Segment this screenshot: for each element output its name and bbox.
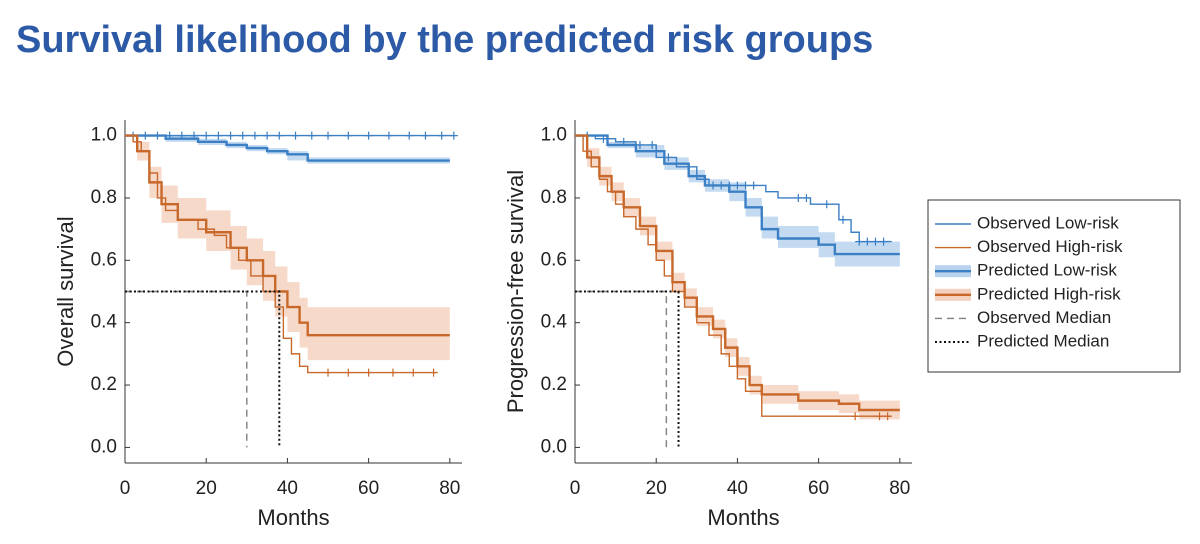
censor-mark <box>421 131 430 140</box>
censor-mark <box>364 131 373 140</box>
y-tick-label: 0.6 <box>91 249 117 270</box>
legend-label: Predicted High-risk <box>977 284 1121 303</box>
y-tick-label: 0.8 <box>91 187 117 208</box>
x-tick-label: 80 <box>439 478 460 499</box>
censor-mark <box>863 237 872 246</box>
censor-mark <box>838 215 847 224</box>
censor-mark <box>324 368 333 377</box>
y-tick-label: 0.0 <box>91 436 117 457</box>
x-axis-label: Months <box>707 505 779 530</box>
confidence-band <box>575 135 900 267</box>
y-tick-label: 0.8 <box>541 187 567 208</box>
censor-mark <box>344 368 353 377</box>
censor-mark <box>263 131 272 140</box>
y-tick-label: 0.2 <box>541 374 567 395</box>
censor-mark <box>307 131 316 140</box>
confidence-band <box>125 135 450 361</box>
censor-mark <box>409 368 418 377</box>
x-tick-label: 60 <box>808 478 829 499</box>
x-tick-label: 40 <box>727 478 748 499</box>
censor-mark <box>733 181 742 190</box>
censor-mark <box>855 237 864 246</box>
legend-label: Observed High-risk <box>977 237 1123 256</box>
y-axis-label: Overall survival <box>53 216 78 366</box>
legend-label: Predicted Median <box>977 331 1109 350</box>
censor-mark <box>802 193 811 202</box>
censor-mark <box>875 412 884 421</box>
legend-box <box>927 199 1181 373</box>
censor-mark <box>324 131 333 140</box>
censor-mark <box>344 131 353 140</box>
censor-mark <box>664 153 673 162</box>
legend-label: Predicted Low-risk <box>977 261 1117 280</box>
x-tick-label: 40 <box>277 478 298 499</box>
censor-mark <box>449 131 458 140</box>
survival-line <box>575 134 900 256</box>
y-tick-label: 0.4 <box>91 312 118 333</box>
censor-mark <box>275 131 284 140</box>
censor-mark <box>405 131 414 140</box>
censor-mark <box>879 237 888 246</box>
y-tick-label: 1.0 <box>541 125 567 146</box>
censor-mark <box>871 237 880 246</box>
legend-label: Observed Low-risk <box>977 213 1119 232</box>
survival-line <box>125 134 450 162</box>
x-tick-label: 20 <box>196 478 217 499</box>
censor-mark <box>749 181 758 190</box>
y-tick-label: 0.2 <box>91 374 117 395</box>
survival-line <box>575 134 892 417</box>
x-tick-label: 60 <box>358 478 379 499</box>
censor-mark <box>851 412 860 421</box>
censor-mark <box>384 131 393 140</box>
x-tick-label: 0 <box>120 478 131 499</box>
survival-line <box>575 134 900 412</box>
survival-line <box>125 290 281 448</box>
censor-mark <box>388 368 397 377</box>
censor-mark <box>794 193 803 202</box>
censor-mark <box>291 131 300 140</box>
y-tick-label: 0.6 <box>541 249 567 270</box>
censor-mark <box>202 131 211 140</box>
censor-mark <box>214 131 223 140</box>
censor-mark <box>648 140 657 149</box>
x-tick-label: 0 <box>570 478 581 499</box>
censor-mark <box>250 131 259 140</box>
y-tick-label: 1.0 <box>91 125 117 146</box>
censor-mark <box>741 181 750 190</box>
censor-mark <box>437 131 446 140</box>
x-axis-label: Months <box>257 505 329 530</box>
x-tick-label: 20 <box>646 478 667 499</box>
censor-mark <box>429 368 438 377</box>
survival-line <box>575 290 668 448</box>
censor-mark <box>635 140 644 149</box>
censor-mark <box>364 368 373 377</box>
y-tick-label: 0.4 <box>541 312 568 333</box>
censor-mark <box>226 131 235 140</box>
censor-mark <box>883 412 892 421</box>
legend-label: Observed Median <box>977 308 1111 327</box>
y-tick-label: 0.0 <box>541 436 567 457</box>
survival-line <box>575 290 680 448</box>
censor-mark <box>238 131 247 140</box>
censor-mark <box>822 200 831 209</box>
survival-line <box>125 134 450 337</box>
survival-line <box>125 290 248 448</box>
y-axis-label: Progression-free survival <box>503 170 528 413</box>
x-tick-label: 80 <box>889 478 910 499</box>
slide-title: Survival likelihood by the predicted ris… <box>16 19 873 61</box>
